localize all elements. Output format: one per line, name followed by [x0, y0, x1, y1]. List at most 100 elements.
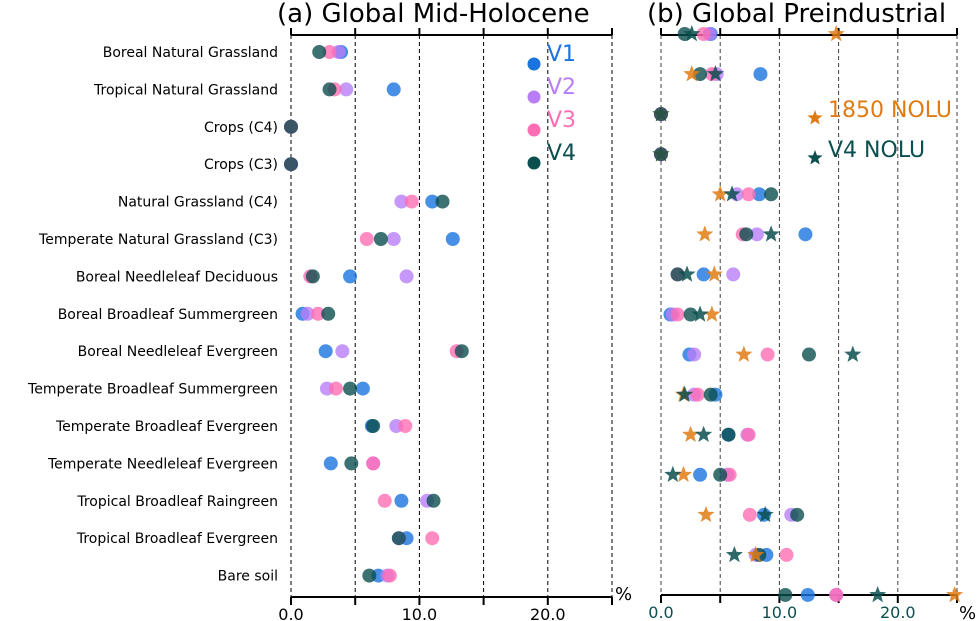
x-tick-label: 0.0 — [278, 605, 303, 621]
point-v4 — [343, 381, 358, 396]
point-v3 — [398, 419, 413, 433]
point-v4 — [284, 157, 298, 172]
point-v3 — [779, 547, 794, 562]
point-v1 — [323, 456, 338, 471]
point-1850-nolu — [682, 425, 700, 442]
point-v3 — [377, 493, 392, 508]
point-v4 — [739, 227, 754, 242]
point-v4 — [305, 269, 320, 284]
point-v4-nolu — [869, 585, 887, 603]
point-v2 — [386, 232, 401, 246]
point-v3 — [742, 507, 757, 522]
point-1850-nolu — [946, 585, 964, 603]
point-v4-nolu — [844, 345, 862, 362]
legend-marker-v4-nolu — [807, 150, 823, 165]
point-v3 — [310, 306, 325, 321]
category-label: Boreal Natural Grassland — [103, 45, 278, 61]
point-v4 — [454, 344, 469, 359]
point-v4 — [426, 493, 441, 508]
category-label: Boreal Needleleaf Deciduous — [76, 269, 278, 285]
point-v4 — [703, 387, 718, 402]
category-label: Temperate Needleleaf Evergreen — [47, 456, 278, 472]
category-label: Crops (C4) — [204, 120, 278, 136]
legend-label-v2: V2 — [547, 75, 576, 100]
point-v4-nolu — [725, 545, 743, 563]
category-label: Temperate Broadleaf Evergreen — [55, 419, 278, 435]
legend-label-v1: V1 — [547, 42, 576, 67]
panel-a: (a) Global Mid-Holocene 0.0 10.0 20.0% Borea… — [27, 0, 632, 621]
point-v4 — [435, 194, 450, 209]
point-1850-nolu — [747, 545, 765, 563]
point-v4-nolu — [756, 505, 774, 523]
category-label: Tropical Broadleaf Raingreen — [76, 494, 278, 510]
point-1850-nolu — [674, 465, 693, 483]
point-v4-nolu — [683, 25, 701, 42]
point-v4 — [322, 82, 337, 97]
legend-label-v3: V3 — [547, 108, 576, 133]
point-v4 — [362, 568, 377, 583]
category-label: Tropical Broadleaf Evergreen — [76, 531, 278, 547]
x-tick-label: 10.0 — [762, 603, 798, 621]
point-v1 — [752, 187, 767, 202]
point-v1 — [798, 227, 813, 242]
category-label: Temperate Broadleaf Summergreen — [27, 382, 278, 398]
point-v4 — [764, 187, 779, 202]
point-v4 — [344, 456, 359, 471]
category-label: Crops (C3) — [204, 157, 278, 173]
point-v3 — [741, 427, 756, 442]
x-tick-label: 20.0 — [880, 603, 916, 621]
point-1850-nolu — [735, 345, 753, 362]
x-axis-unit-label: % — [615, 584, 632, 605]
point-v1 — [355, 381, 370, 396]
point-v3 — [425, 531, 440, 546]
point-v1 — [753, 67, 768, 82]
legend-marker-v2 — [527, 90, 541, 104]
legend-label-v4: V4 — [547, 141, 576, 166]
point-v4 — [713, 467, 728, 482]
point-1850-nolu — [683, 65, 701, 82]
point-v3 — [741, 187, 756, 202]
point-v3 — [670, 307, 685, 322]
point-v4 — [284, 119, 298, 134]
point-v3 — [366, 456, 381, 471]
point-v4 — [373, 232, 388, 246]
point-v4-nolu — [691, 305, 709, 322]
point-v4 — [321, 306, 336, 321]
legend-marker-v1 — [527, 57, 541, 71]
point-1850-nolu — [696, 225, 714, 242]
point-1850-nolu — [703, 305, 721, 322]
point-v4-nolu — [652, 105, 670, 122]
point-v4 — [312, 45, 327, 59]
point-v2 — [339, 82, 354, 97]
point-v3 — [760, 347, 775, 362]
point-v2 — [687, 347, 702, 362]
point-1850-nolu — [705, 265, 723, 282]
point-v4 — [721, 427, 736, 442]
point-v3 — [328, 381, 343, 396]
point-v1 — [386, 82, 401, 97]
point-v3 — [829, 587, 844, 602]
x-tick-label: 10.0 — [402, 605, 438, 621]
point-v1 — [343, 269, 358, 284]
point-v2 — [749, 227, 764, 242]
point-v3 — [696, 27, 711, 41]
category-label: Natural Grassland (C4) — [118, 195, 278, 211]
category-label: Temperate Natural Grassland (C3) — [38, 232, 278, 248]
point-v4-nolu — [723, 185, 741, 202]
point-v1 — [800, 587, 815, 602]
category-label: Boreal Needleleaf Evergreen — [78, 344, 278, 360]
x-axis-unit-label: % — [959, 603, 976, 621]
point-1850-nolu — [711, 185, 729, 202]
point-v1 — [445, 232, 460, 246]
point-v1 — [696, 267, 711, 282]
point-v4 — [391, 531, 406, 546]
legend-label-v4-nolu: V4 NOLU — [828, 138, 925, 163]
point-v3 — [690, 387, 705, 402]
category-label: Boreal Broadleaf Summergreen — [58, 307, 278, 323]
point-v4 — [802, 347, 816, 362]
x-tick-label: 20.0 — [530, 605, 566, 621]
point-v4-nolu — [676, 385, 694, 402]
point-v1 — [425, 194, 440, 209]
point-v4 — [790, 507, 805, 522]
